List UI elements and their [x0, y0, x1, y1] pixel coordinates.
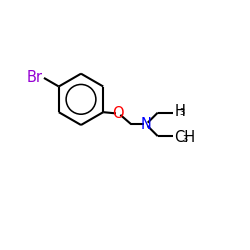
Text: Br: Br [27, 70, 43, 86]
Text: N: N [140, 117, 151, 132]
Text: H: H [174, 104, 186, 119]
Text: CH: CH [174, 130, 196, 144]
Text: $_3$: $_3$ [182, 132, 189, 145]
Text: O: O [112, 106, 124, 121]
Text: $_3$: $_3$ [180, 105, 186, 118]
